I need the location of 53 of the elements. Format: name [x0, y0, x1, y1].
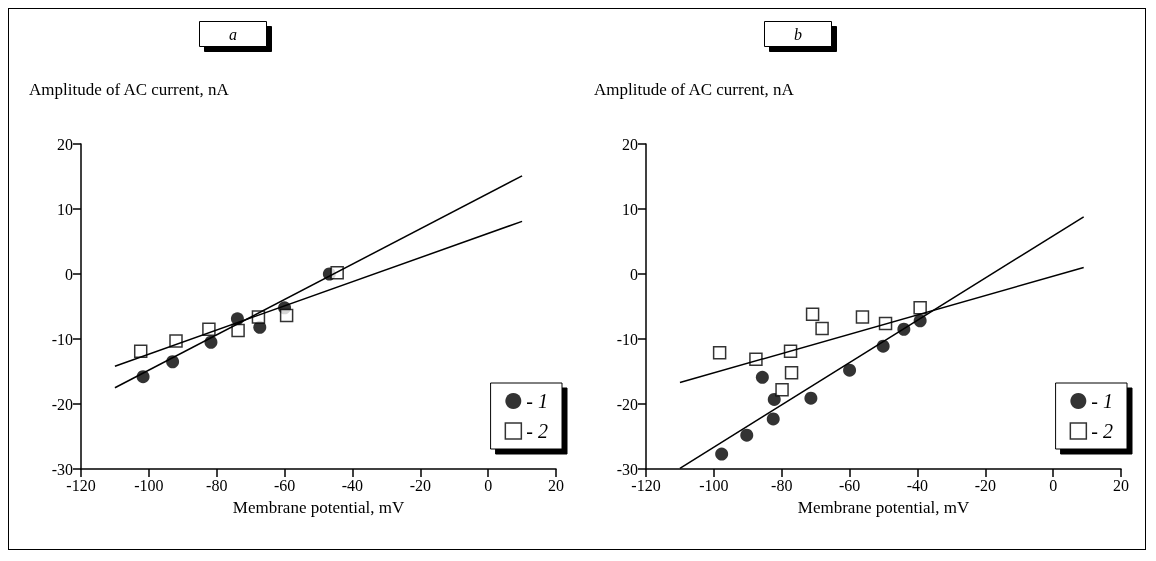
y-tick-label: -10	[51, 330, 73, 348]
y-axis-title: Amplitude of AC current, nA	[594, 80, 795, 99]
x-tick-label: -80	[206, 476, 228, 494]
y-tick-label: -20	[51, 395, 73, 413]
x-tick-label: -40	[341, 476, 364, 494]
x-axis-title: Membrane potential, mV	[797, 498, 970, 517]
point	[805, 307, 820, 322]
point	[740, 428, 754, 442]
x-tick-label: -100	[699, 476, 729, 494]
point	[784, 366, 799, 380]
point	[279, 308, 294, 323]
legend-label: - 1	[1091, 390, 1114, 412]
legend-label: - 2	[526, 420, 549, 442]
y-tick-label: -20	[616, 395, 638, 413]
x-tick-label: -40	[906, 476, 929, 494]
point	[231, 323, 245, 338]
x-tick-label: 0	[1049, 476, 1058, 494]
x-tick-label: 20	[548, 476, 564, 494]
x-tick-label: -100	[134, 476, 164, 494]
x-axis-title: Membrane potential, mV	[232, 498, 405, 517]
y-tick-label: 20	[57, 135, 73, 153]
chart-title: a	[229, 25, 237, 43]
x-tick-label: -20	[409, 476, 431, 494]
point	[804, 391, 818, 405]
y-tick-label: 0	[630, 265, 638, 283]
legend-label: - 2	[1091, 420, 1114, 442]
x-tick-label: -120	[66, 476, 96, 494]
x-tick-label: 20	[1113, 476, 1129, 494]
chart-title: b	[794, 25, 802, 43]
legend-label: - 1	[526, 390, 549, 412]
point	[855, 310, 870, 324]
x-tick-label: -60	[273, 476, 296, 494]
y-tick-label: 10	[57, 200, 73, 218]
y-tick-label: 10	[622, 200, 638, 218]
x-tick-label: 0	[484, 476, 493, 494]
x-tick-label: -80	[771, 476, 793, 494]
y-tick-label: -30	[616, 460, 638, 478]
x-tick-label: -120	[631, 476, 661, 494]
point	[766, 412, 780, 426]
point	[775, 382, 789, 397]
y-tick-label: -10	[616, 330, 638, 348]
point	[712, 345, 727, 360]
point	[755, 370, 769, 384]
x-tick-label: -20	[974, 476, 996, 494]
y-tick-label: 0	[65, 265, 73, 283]
point	[767, 392, 781, 406]
point	[815, 321, 829, 336]
y-tick-label: -30	[51, 460, 73, 478]
y-tick-label: 20	[622, 135, 638, 153]
y-axis-title: Amplitude of AC current, nA	[29, 80, 230, 99]
x-tick-label: -60	[838, 476, 861, 494]
point	[843, 363, 857, 377]
point	[715, 447, 729, 461]
